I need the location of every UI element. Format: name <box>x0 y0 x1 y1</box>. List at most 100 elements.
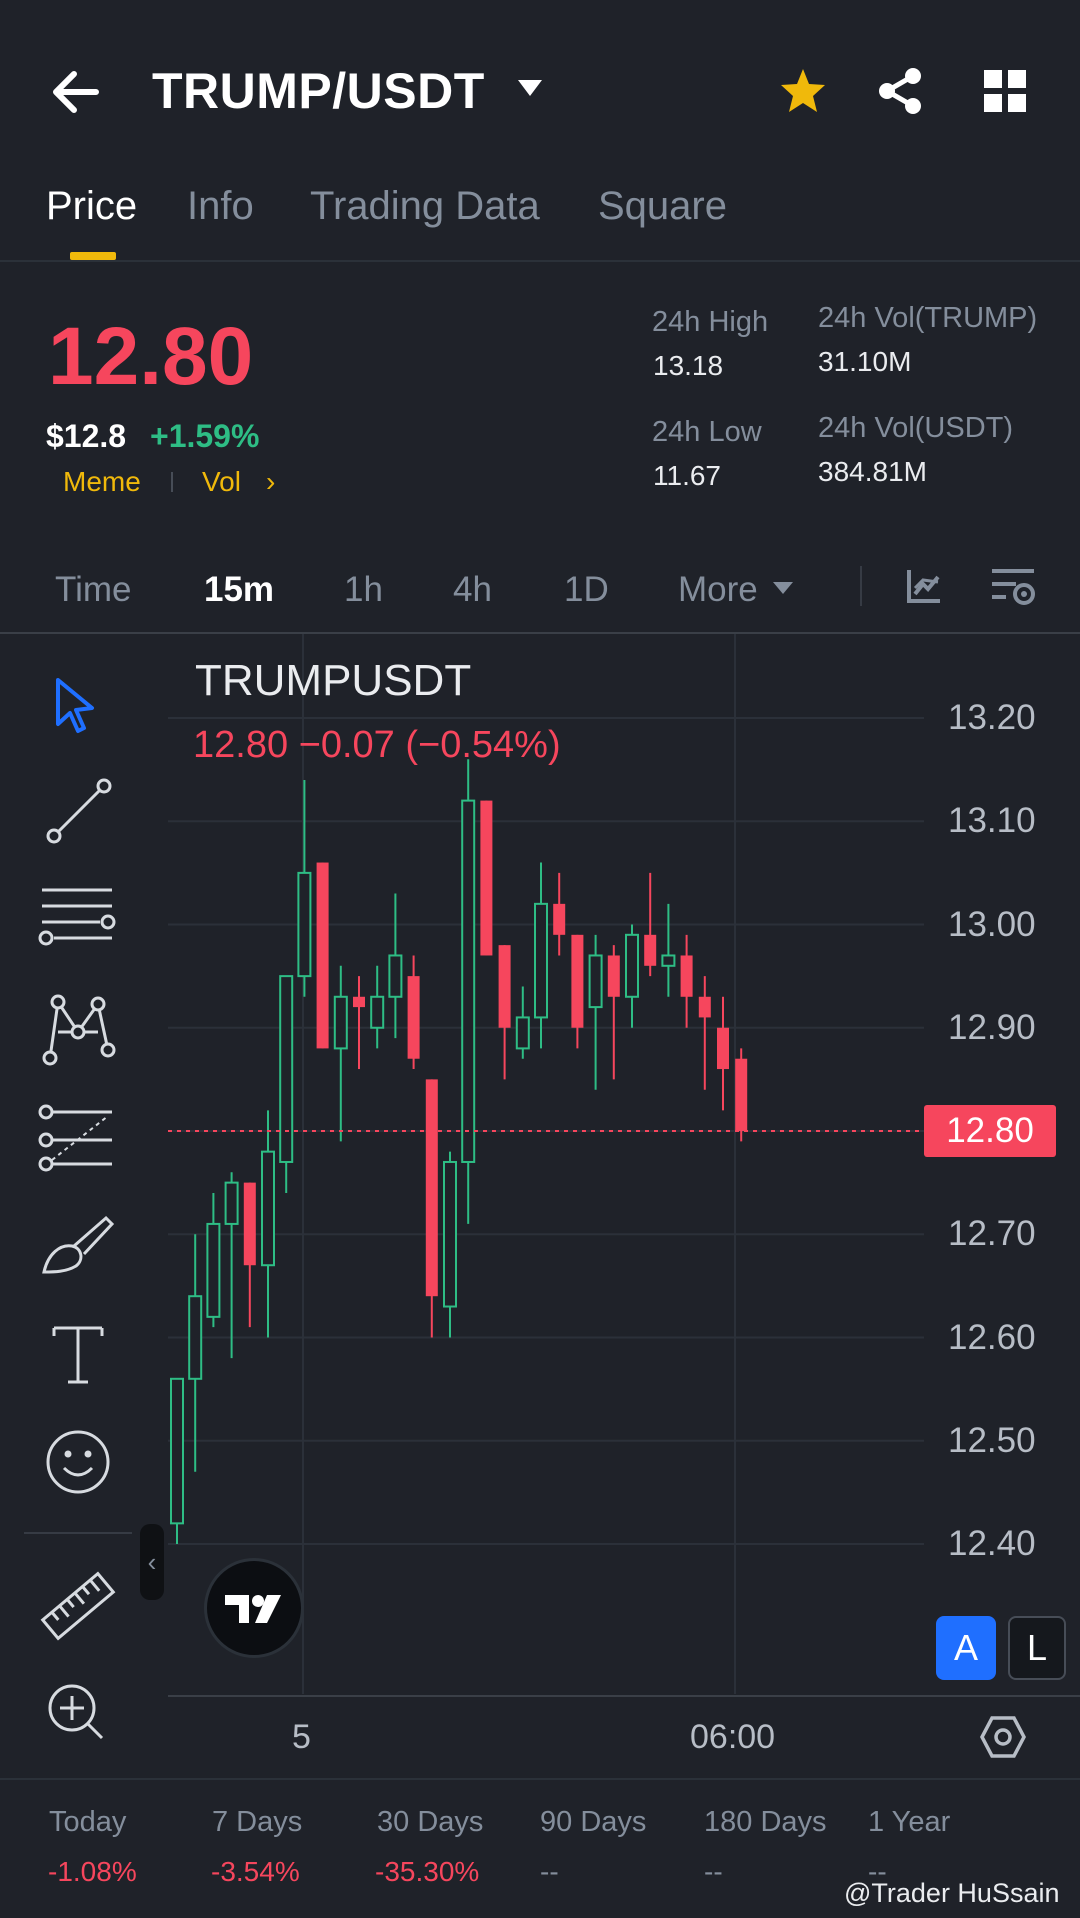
tag-meme[interactable]: Meme <box>63 466 141 497</box>
chart-top-divider <box>0 632 1080 634</box>
vol-quote-value: 384.81M <box>818 456 927 487</box>
high-label: 24h High <box>652 306 769 338</box>
perf-value-today: -1.08% <box>48 1856 137 1887</box>
perf-label-7d: 7 Days <box>212 1806 303 1838</box>
tags-more-arrow-icon[interactable]: › <box>266 466 276 497</box>
candle-body-up <box>170 1377 184 1525</box>
ruler-tool[interactable] <box>36 1568 122 1644</box>
last-price-tag: 12.80 <box>924 1105 1056 1157</box>
fib-icon <box>38 1104 112 1172</box>
perf-value-7d: -3.54% <box>211 1856 300 1887</box>
y-tick-label: 12.90 <box>948 1007 1036 1047</box>
watermark-text: @Trader HuSsain <box>844 1878 1060 1908</box>
perf-label-today: Today <box>49 1806 127 1838</box>
tab-price[interactable]: Price <box>46 184 138 228</box>
pair-title[interactable]: TRUMP/USDT <box>152 63 485 119</box>
candle-body-down <box>607 955 620 997</box>
text-icon <box>52 1326 104 1384</box>
price-chart[interactable] <box>0 634 1080 1784</box>
y-tick-label: 13.00 <box>948 904 1036 944</box>
perf-label-30d: 30 Days <box>377 1806 484 1838</box>
candle-body-up <box>661 954 676 967</box>
performance-divider <box>0 1778 1080 1780</box>
candle-body-down <box>571 934 584 1028</box>
layout-button[interactable] <box>984 70 1026 117</box>
candle-body-down <box>735 1058 748 1131</box>
horizontal-lines-tool[interactable] <box>36 880 122 956</box>
candle-body-up <box>279 975 294 1163</box>
vol-base-value: 31.10M <box>818 346 912 377</box>
tab-info[interactable]: Info <box>187 184 254 228</box>
favorite-button[interactable] <box>778 66 828 121</box>
zoom-tool[interactable] <box>36 1676 122 1752</box>
share-button[interactable] <box>876 66 924 121</box>
chart-ohlc-summary: 12.80 −0.07 (−0.54%) <box>193 724 561 766</box>
interval-15m[interactable]: 15m <box>204 570 275 609</box>
back-arrow-icon <box>53 71 99 113</box>
auto-scale-button[interactable]: A <box>936 1616 996 1680</box>
interval-separator <box>860 566 862 606</box>
perf-value-1y: -- <box>868 1856 887 1887</box>
candle-body-up <box>224 1181 239 1225</box>
chart-settings-icon[interactable] <box>992 566 1036 608</box>
cursor-icon <box>56 678 94 733</box>
candle-body-up <box>333 995 348 1050</box>
high-value: 13.18 <box>653 350 724 381</box>
more-caret-icon[interactable] <box>772 580 794 596</box>
perf-label-180d: 180 Days <box>704 1806 827 1838</box>
candle-body-up <box>188 1295 203 1380</box>
chart-symbol: TRUMPUSDT <box>195 656 472 705</box>
text-tool[interactable] <box>36 1316 122 1392</box>
toolbar-collapse-button[interactable]: ‹ <box>140 1524 164 1600</box>
candle-body-down <box>680 955 693 997</box>
x-tick-label: 5 <box>292 1718 311 1756</box>
low-value: 11.67 <box>653 460 721 491</box>
trend-line-icon <box>46 778 112 844</box>
candle-body-down <box>316 862 329 1049</box>
candle-body-up <box>625 933 639 998</box>
emoji-tool[interactable] <box>36 1424 122 1500</box>
candle-body-up <box>461 799 476 1163</box>
back-button[interactable] <box>48 62 104 122</box>
star-icon <box>781 69 825 112</box>
log-scale-button[interactable]: L <box>1008 1616 1066 1680</box>
cursor-tool[interactable] <box>36 668 122 744</box>
candle-body-down <box>498 945 511 1028</box>
interval-1d[interactable]: 1D <box>564 570 609 609</box>
tab-square[interactable]: Square <box>598 184 727 228</box>
tradingview-icon <box>225 1595 281 1623</box>
low-label: 24h Low <box>652 416 762 448</box>
tag-vol[interactable]: Vol <box>202 466 241 497</box>
candle-body-up <box>443 1160 457 1308</box>
interval-4h[interactable]: 4h <box>453 570 492 609</box>
fib-tool[interactable] <box>36 1100 122 1176</box>
candle-body-up <box>534 902 548 1019</box>
candle-body-up <box>388 954 403 998</box>
pair-selector-button[interactable] <box>516 78 544 103</box>
trend-line-tool[interactable] <box>36 772 122 848</box>
x-tick-label: 06:00 <box>690 1718 776 1756</box>
grid-icon <box>984 70 1026 112</box>
candle-body-up <box>370 995 385 1029</box>
interval-time[interactable]: Time <box>55 570 132 609</box>
pattern-tool[interactable] <box>36 992 122 1068</box>
perf-value-90d: -- <box>540 1856 559 1887</box>
pattern-icon <box>42 994 116 1066</box>
candle-body-up <box>206 1222 221 1318</box>
indicator-icon[interactable] <box>906 568 942 604</box>
candle-body-down <box>480 800 493 956</box>
y-tick-label: 12.70 <box>948 1214 1036 1254</box>
perf-value-30d: -35.30% <box>375 1856 480 1887</box>
toolbar-separator <box>24 1532 132 1534</box>
perf-label-1y: 1 Year <box>868 1806 951 1838</box>
interval-more[interactable]: More <box>678 570 758 609</box>
candle-body-up <box>297 871 312 978</box>
candle-body-down <box>644 934 657 966</box>
tab-trading-data[interactable]: Trading Data <box>310 184 540 228</box>
brush-tool[interactable] <box>36 1210 122 1286</box>
tag-separator <box>171 472 173 492</box>
chart-settings-hex-icon[interactable] <box>980 1714 1026 1760</box>
interval-1h[interactable]: 1h <box>344 570 383 609</box>
perf-label-90d: 90 Days <box>540 1806 647 1838</box>
candle-body-down <box>425 1079 438 1297</box>
